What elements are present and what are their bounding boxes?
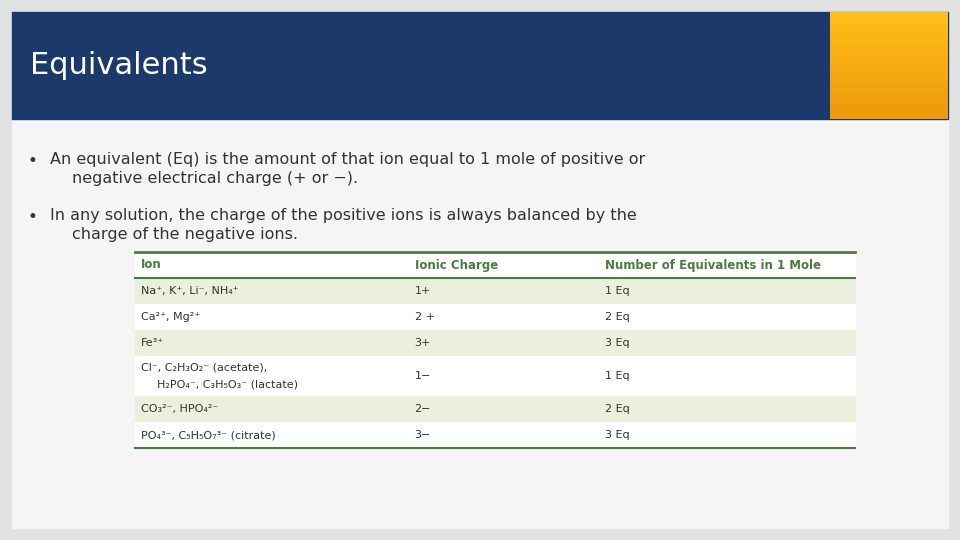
Text: Ion: Ion — [141, 259, 161, 272]
Text: Fe³⁺: Fe³⁺ — [141, 338, 164, 348]
Text: In any solution, the charge of the positive ions is always balanced by the: In any solution, the charge of the posit… — [50, 208, 636, 223]
Text: 1 Eq: 1 Eq — [606, 286, 630, 296]
Text: 3−: 3− — [415, 430, 431, 440]
Bar — [135, 422, 855, 448]
Text: Ca²⁺, Mg²⁺: Ca²⁺, Mg²⁺ — [141, 312, 200, 322]
Text: •: • — [28, 208, 37, 226]
Text: 1 Eq: 1 Eq — [606, 371, 630, 381]
Text: 2 +: 2 + — [415, 312, 435, 322]
Text: 3 Eq: 3 Eq — [606, 430, 630, 440]
Text: 3 Eq: 3 Eq — [606, 338, 630, 348]
Text: 1−: 1− — [415, 371, 431, 381]
Text: 3+: 3+ — [415, 338, 431, 348]
Bar — [135, 356, 855, 396]
Bar — [135, 330, 855, 356]
Bar — [135, 396, 855, 422]
Text: 2 Eq: 2 Eq — [606, 312, 630, 322]
Bar — [135, 304, 855, 330]
Bar — [135, 278, 855, 304]
Text: Cl⁻, C₂H₃O₂⁻ (acetate),: Cl⁻, C₂H₃O₂⁻ (acetate), — [141, 362, 267, 372]
Text: •: • — [28, 152, 37, 170]
Text: charge of the negative ions.: charge of the negative ions. — [72, 227, 298, 242]
Text: An equivalent (Eq) is the amount of that ion equal to 1 mole of positive or: An equivalent (Eq) is the amount of that… — [50, 152, 645, 167]
Text: Ionic Charge: Ionic Charge — [415, 259, 498, 272]
Text: negative electrical charge (+ or −).: negative electrical charge (+ or −). — [72, 171, 358, 186]
Text: 2−: 2− — [415, 404, 431, 414]
Text: H₂PO₄⁻, C₃H₅O₃⁻ (lactate): H₂PO₄⁻, C₃H₅O₃⁻ (lactate) — [157, 380, 298, 390]
Text: Number of Equivalents in 1 Mole: Number of Equivalents in 1 Mole — [606, 259, 822, 272]
Text: 1+: 1+ — [415, 286, 431, 296]
Text: Na⁺, K⁺, Li⁻, NH₄⁺: Na⁺, K⁺, Li⁻, NH₄⁺ — [141, 286, 239, 296]
Bar — [135, 252, 855, 278]
Bar — [12, 12, 948, 119]
Text: CO₃²⁻, HPO₄²⁻: CO₃²⁻, HPO₄²⁻ — [141, 404, 218, 414]
Text: 2 Eq: 2 Eq — [606, 404, 630, 414]
Text: PO₄³⁻, C₅H₅O₇³⁻ (citrate): PO₄³⁻, C₅H₅O₇³⁻ (citrate) — [141, 430, 276, 440]
Text: Equivalents: Equivalents — [30, 51, 207, 80]
